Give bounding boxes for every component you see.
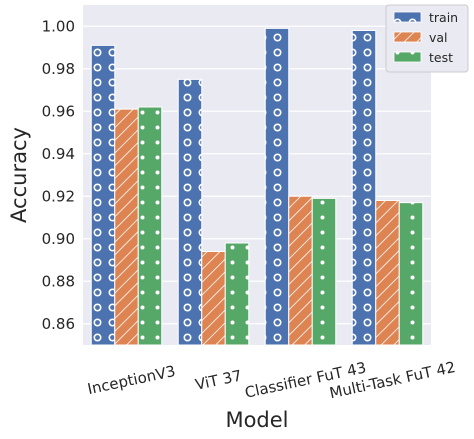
y-tick-label: 0.98 xyxy=(42,60,75,78)
x-tick-label: ViT 37 xyxy=(194,366,244,393)
y-tick-label: 0.86 xyxy=(42,315,75,333)
bar-val-2 xyxy=(288,195,313,346)
bar-val-1 xyxy=(201,251,226,346)
bar-test-3 xyxy=(398,202,424,346)
bar-train-3 xyxy=(351,30,377,346)
bars-group xyxy=(90,27,424,346)
legend-label-test: test xyxy=(429,50,453,65)
legend-swatch-train xyxy=(393,11,422,23)
y-tick-label: 0.90 xyxy=(42,230,75,248)
bar-test-2 xyxy=(311,197,337,346)
y-axis-label: Accuracy xyxy=(7,127,31,223)
bar-test-1 xyxy=(224,242,250,346)
legend: train val test xyxy=(385,4,469,73)
bar-val-0 xyxy=(114,108,139,346)
bar-val-3 xyxy=(375,200,400,346)
bar-test-0 xyxy=(137,106,163,346)
x-tick-label: InceptionV3 xyxy=(86,362,177,398)
bar-train-1 xyxy=(177,78,203,346)
legend-swatch-val xyxy=(393,31,422,43)
bar-train-0 xyxy=(90,44,116,346)
y-tick-labels: 0.86 0.88 0.90 0.92 0.94 0.96 0.98 1.00 xyxy=(42,17,75,333)
y-tick-label: 0.96 xyxy=(42,102,75,120)
x-axis-label: Model xyxy=(225,408,288,432)
legend-swatch-test xyxy=(393,51,422,63)
y-tick-label: 0.88 xyxy=(42,272,75,290)
x-tick-labels: InceptionV3 ViT 37 Classifier FuT 43Multi-… xyxy=(86,358,457,402)
legend-label-train: train xyxy=(429,10,458,25)
y-tick-label: 1.00 xyxy=(42,17,75,35)
y-tick-label: 0.94 xyxy=(42,145,75,163)
bar-train-2 xyxy=(264,27,290,346)
y-tick-label: 0.92 xyxy=(42,187,75,205)
legend-label-val: val xyxy=(429,30,448,45)
